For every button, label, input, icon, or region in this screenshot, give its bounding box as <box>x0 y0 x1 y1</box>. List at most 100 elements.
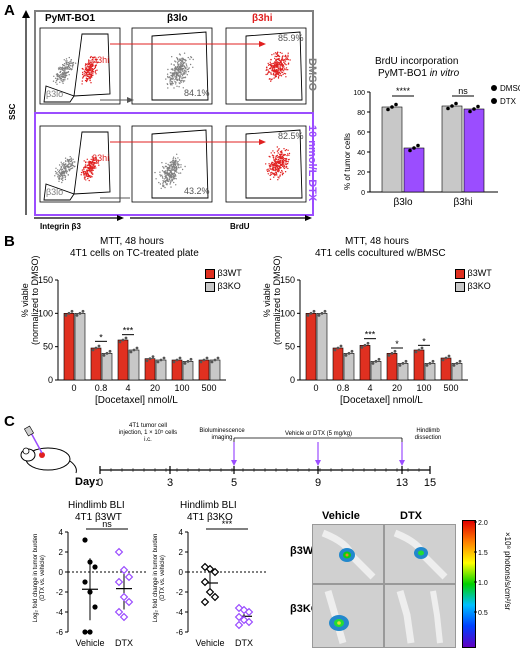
timeline-day: 0 <box>97 477 103 489</box>
dtx-frame <box>34 112 314 216</box>
b-right-xlabel: [Docetaxel] nmol/L <box>340 395 423 406</box>
scatter-point <box>87 629 93 635</box>
scatter-point <box>124 572 134 582</box>
brdu-ytick-label: 80 <box>357 110 365 117</box>
ssc-axis-label: SSC <box>8 103 17 120</box>
flow-plot-dtx-pymt <box>39 125 121 203</box>
brdu-ylabel: % of tumor cells <box>343 133 352 190</box>
mtt-point <box>67 311 71 315</box>
mtt-point <box>336 346 340 350</box>
mtt-point <box>97 344 101 348</box>
bli-image-ko-dtx <box>384 584 456 648</box>
mtt-point <box>199 360 203 364</box>
mtt-point <box>132 348 136 352</box>
b-left-xlabel: [Docetaxel] nmol/L <box>95 395 178 406</box>
wt-ylabel: Log₂ fold change in tumor burden (DTX vs… <box>33 533 46 623</box>
scatter-point <box>82 579 88 585</box>
mtt-point <box>309 311 313 315</box>
mtt-point <box>323 309 327 313</box>
timeline-day: 13 <box>396 477 408 489</box>
mtt-xtick-label: 500 <box>201 383 216 393</box>
scatter-point <box>114 607 124 617</box>
flow-plot-dmso-b3lo <box>131 27 213 105</box>
scatter-ytick-label: 4 <box>59 528 64 537</box>
mtt-point <box>458 359 462 363</box>
mtt-point <box>105 351 109 355</box>
mtt-point <box>344 353 348 357</box>
mtt-point <box>183 361 187 365</box>
mtt-point <box>210 360 214 364</box>
scatter-point <box>82 629 88 635</box>
mtt-bar <box>386 353 398 381</box>
scatter-point <box>200 597 210 607</box>
timeline-dose-arrowhead <box>399 460 405 466</box>
col-title-b3hi: β3hi <box>252 13 273 24</box>
mtt-bar <box>305 313 317 381</box>
mtt-point <box>64 313 68 317</box>
scatter-ytick-label: 0 <box>59 568 64 577</box>
mtt-point <box>148 357 152 361</box>
bli-image-wt-vehicle <box>312 524 384 584</box>
mtt-point <box>162 356 166 360</box>
mtt-point <box>401 361 405 365</box>
mtt-ytick-label: 150 <box>38 275 53 285</box>
panel-c-letter: C <box>4 413 15 430</box>
mtt-point <box>102 353 106 357</box>
mtt-point <box>159 358 163 362</box>
timeline-day: 5 <box>231 477 237 489</box>
mtt-point <box>175 358 179 362</box>
ev-imaging: Bioluminescence imaging <box>199 428 245 441</box>
flow-plot-dtx-b3lo <box>131 125 213 203</box>
brdu-ytick-label: 60 <box>357 130 365 137</box>
mtt-sig-label: * <box>99 332 103 342</box>
mtt-point <box>312 309 316 313</box>
scatter-point <box>124 597 134 607</box>
brdu-legend-marker <box>491 85 497 91</box>
timeline-day: 3 <box>167 477 173 489</box>
brdu-sig-label: **** <box>396 86 411 96</box>
brdu-point <box>408 148 412 153</box>
mtt-xtick-label: 100 <box>416 383 431 393</box>
ko-title-1: Hindlimb BLI <box>180 500 237 511</box>
mtt-point <box>444 356 448 360</box>
mtt-point <box>441 358 445 362</box>
mtt-point <box>186 359 190 363</box>
scatter-sig-label: ns <box>102 519 112 529</box>
gate-hi-dmso: β3hi <box>92 55 110 65</box>
brdu-legend-label: DMSO <box>500 84 520 93</box>
scatter-point <box>244 607 254 617</box>
colorbar-label: ×10⁸ photons/s/cm²/sr <box>503 532 512 611</box>
scatter-ytick-label: -6 <box>176 628 184 637</box>
col-title-pymt: PyMT-BO1 <box>45 13 96 24</box>
mtt-point <box>420 346 424 350</box>
mtt-point <box>455 361 459 365</box>
scatter-point <box>200 577 210 587</box>
mtt-xtick-label: 0 <box>71 383 76 393</box>
mtt-ytick-label: 50 <box>43 342 53 352</box>
mtt-point <box>213 358 217 362</box>
ev-dissection: Hindlimb dissection <box>414 428 442 441</box>
brdu-point <box>416 143 420 148</box>
mtt-bar <box>413 349 425 381</box>
bli-image-ko-vehicle <box>312 584 384 648</box>
flow-plot-dmso-pymt <box>39 27 121 105</box>
ssc-axis-arrow <box>22 10 30 215</box>
mtt-point <box>377 357 381 361</box>
mtt-point <box>417 348 421 352</box>
mtt-point <box>172 360 176 364</box>
b-left-ylabel: % viable (normalized to DMSO) <box>20 255 40 345</box>
mtt-point <box>387 353 391 357</box>
mtt-bar <box>101 353 113 381</box>
b-left-title-1: MTT, 48 hours <box>100 236 164 247</box>
mtt-bar <box>90 347 102 381</box>
brdu-bar <box>441 105 463 193</box>
scatter-point <box>119 612 129 622</box>
mtt-point <box>428 361 432 365</box>
mtt-point <box>205 356 209 360</box>
mtt-point <box>202 358 206 362</box>
mtt-point <box>350 349 354 353</box>
scatter-xtick-label: Vehicle <box>75 638 104 648</box>
ko-scatter-plot: 4 2 0 -2 -4 -6 Vehicle DTX *** <box>176 519 268 648</box>
mtt-point <box>118 340 122 344</box>
